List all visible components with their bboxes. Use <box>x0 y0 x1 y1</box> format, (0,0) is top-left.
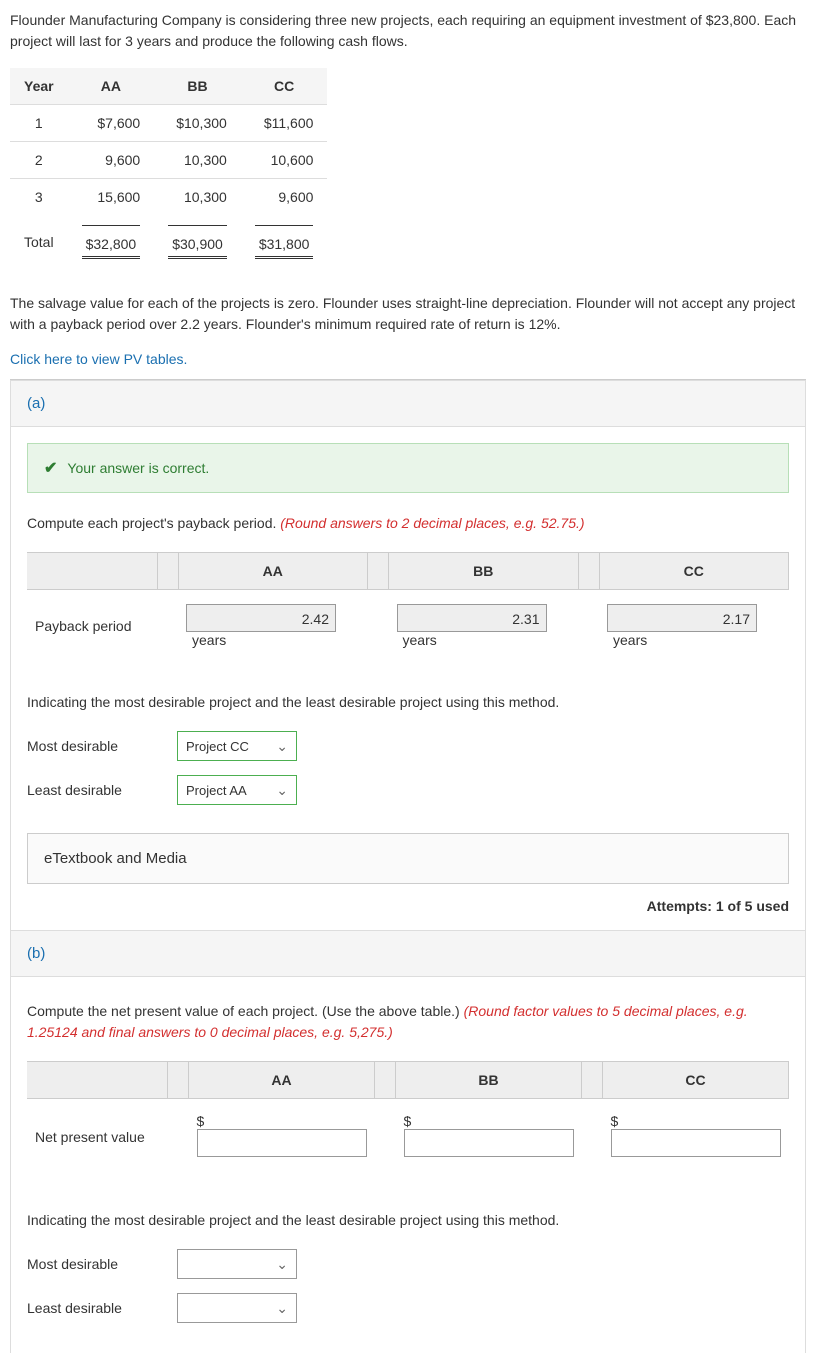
part-b-header: (b) <box>10 931 806 977</box>
most-desirable-label-b: Most desirable <box>27 1256 177 1272</box>
correct-message: Your answer is correct. <box>67 460 209 476</box>
npv-aa-input[interactable] <box>197 1129 367 1157</box>
dollar-sign: $ <box>197 1113 205 1129</box>
chevron-down-icon: ⌄ <box>276 738 288 755</box>
col-cc: CC <box>599 553 789 590</box>
salvage-text: The salvage value for each of the projec… <box>10 293 806 335</box>
table-row: 1 $7,600 $10,300 $11,600 <box>10 105 327 142</box>
dollar-sign: $ <box>611 1113 619 1129</box>
chevron-down-icon: ⌄ <box>276 782 288 799</box>
th-cc: CC <box>241 68 328 105</box>
cashflow-table: Year AA BB CC 1 $7,600 $10,300 $11,600 2… <box>10 68 327 269</box>
payback-aa-input[interactable]: 2.42 <box>186 604 336 632</box>
least-desirable-label: Least desirable <box>27 782 177 798</box>
most-desirable-label: Most desirable <box>27 738 177 754</box>
npv-grid: AA BB CC Net present value $ $ $ <box>27 1061 789 1174</box>
payback-bb-input[interactable]: 2.31 <box>397 604 547 632</box>
th-aa: AA <box>68 68 155 105</box>
attempts-text: Attempts: 1 of 5 used <box>27 898 789 914</box>
col-bb-b: BB <box>396 1062 582 1099</box>
col-aa: AA <box>178 553 368 590</box>
col-aa-b: AA <box>189 1062 375 1099</box>
th-year: Year <box>10 68 68 105</box>
npv-cc-input[interactable] <box>611 1129 781 1157</box>
unit-years: years <box>403 632 437 648</box>
npv-label: Net present value <box>27 1099 168 1175</box>
col-cc-b: CC <box>603 1062 789 1099</box>
least-desirable-label-b: Least desirable <box>27 1300 177 1316</box>
pv-tables-link[interactable]: Click here to view PV tables. <box>10 351 806 367</box>
payback-cc-input[interactable]: 2.17 <box>607 604 757 632</box>
part-a-header: (a) <box>10 380 806 427</box>
table-row-total: Total $32,800 $30,900 $31,800 <box>10 215 327 269</box>
table-row: 2 9,600 10,300 10,600 <box>10 142 327 179</box>
indicating-text-a: Indicating the most desirable project an… <box>27 692 789 713</box>
indicating-text-b: Indicating the most desirable project an… <box>27 1210 789 1231</box>
part-a-instruction: Compute each project's payback period. (… <box>27 513 789 534</box>
unit-years: years <box>192 632 226 648</box>
payback-grid: AA BB CC Payback period 2.42 years 2.31 … <box>27 552 789 662</box>
chevron-down-icon: ⌄ <box>276 1256 288 1273</box>
dollar-sign: $ <box>404 1113 412 1129</box>
most-desirable-select-b[interactable]: ⌄ <box>177 1249 297 1279</box>
part-b-body: Compute the net present value of each pr… <box>10 977 806 1353</box>
unit-years: years <box>613 632 647 648</box>
payback-label: Payback period <box>27 590 157 663</box>
col-bb: BB <box>389 553 579 590</box>
th-bb: BB <box>154 68 241 105</box>
correct-banner: ✔ Your answer is correct. <box>27 443 789 493</box>
most-desirable-select[interactable]: Project CC ⌄ <box>177 731 297 761</box>
intro-text: Flounder Manufacturing Company is consid… <box>10 10 806 52</box>
least-desirable-select[interactable]: Project AA ⌄ <box>177 775 297 805</box>
part-b-instruction: Compute the net present value of each pr… <box>27 1001 789 1043</box>
check-icon: ✔ <box>44 458 57 478</box>
part-a-body: ✔ Your answer is correct. Compute each p… <box>10 427 806 931</box>
npv-bb-input[interactable] <box>404 1129 574 1157</box>
table-row: 3 15,600 10,300 9,600 <box>10 179 327 216</box>
chevron-down-icon: ⌄ <box>276 1300 288 1317</box>
least-desirable-select-b[interactable]: ⌄ <box>177 1293 297 1323</box>
etextbook-button[interactable]: eTextbook and Media <box>27 833 789 884</box>
